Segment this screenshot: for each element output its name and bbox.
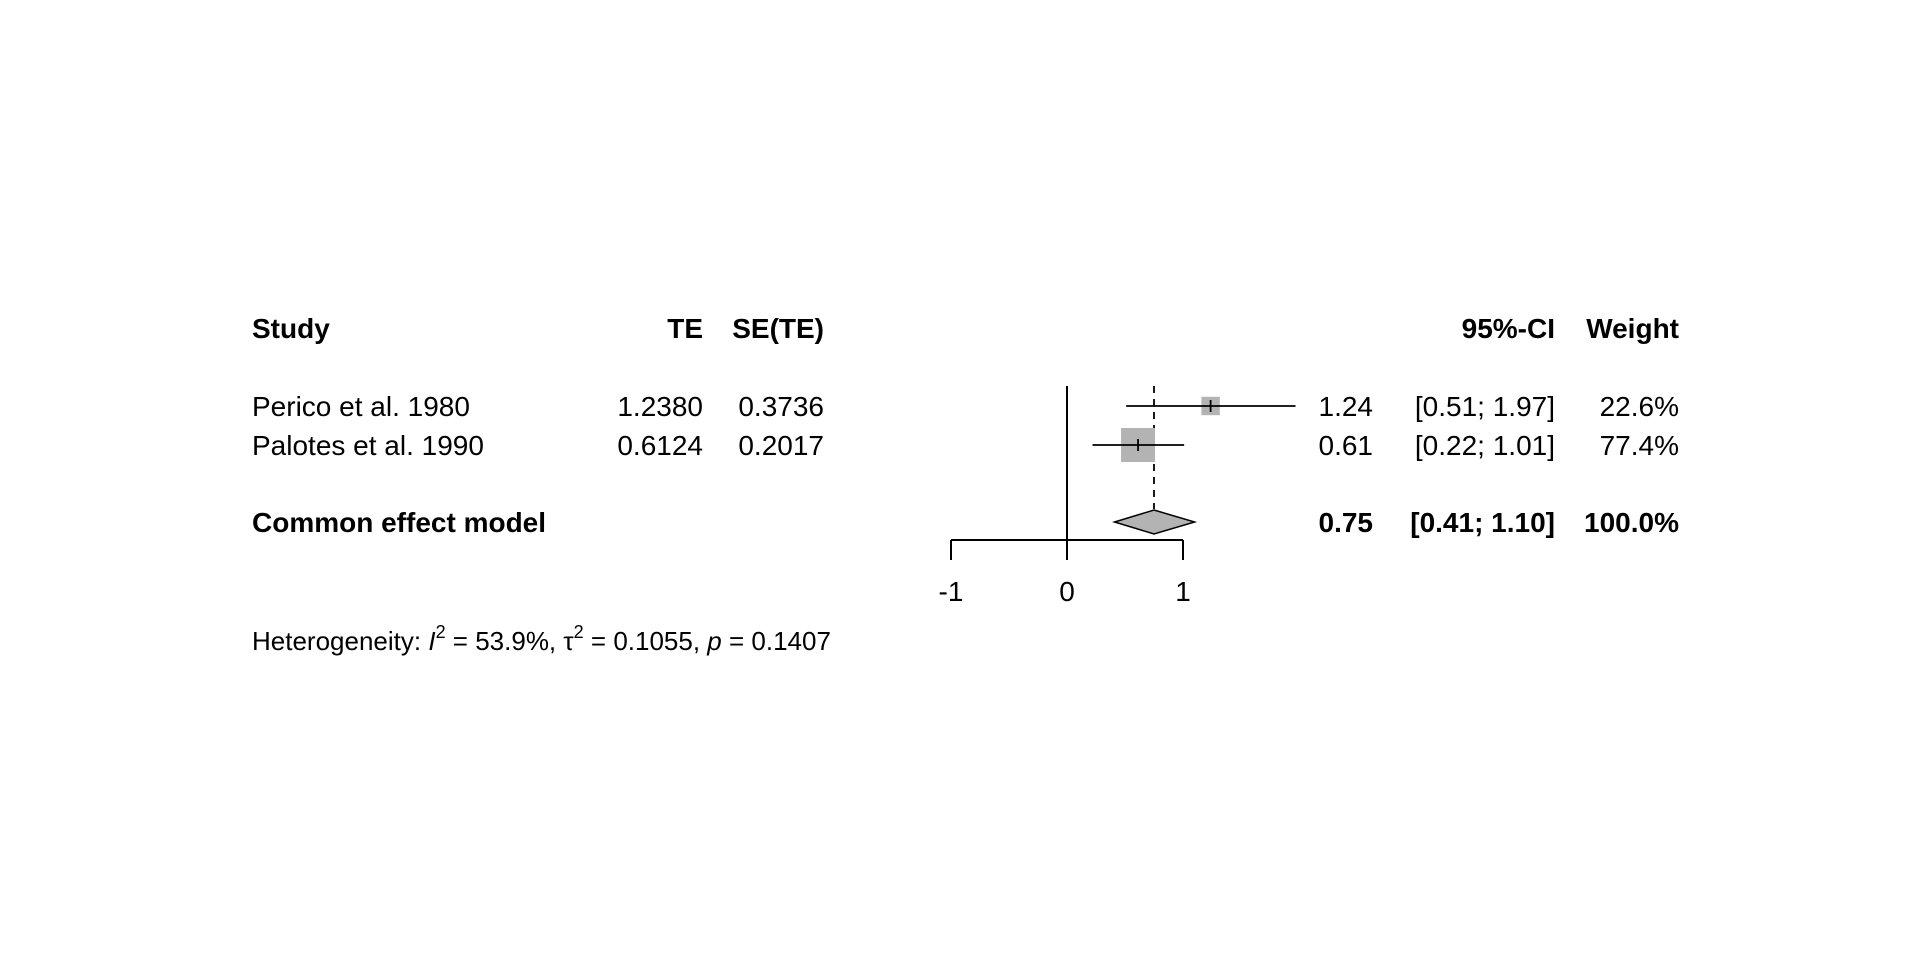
study-se: 0.2017 [738,430,824,461]
x-tick-label: -1 [939,576,964,607]
study-te: 1.2380 [617,391,703,422]
header-weight: Weight [1586,313,1679,344]
study-ci: [0.51; 1.97] [1415,391,1555,422]
study-weight: 22.6% [1600,391,1679,422]
study-estimate: 0.61 [1319,430,1374,461]
header-te: TE [667,313,703,344]
x-tick-label: 1 [1175,576,1191,607]
header-study: Study [252,313,330,344]
study-ci: [0.22; 1.01] [1415,430,1555,461]
study-weight: 77.4% [1600,430,1679,461]
study-se: 0.3736 [738,391,824,422]
header-se: SE(TE) [732,313,824,344]
study-te: 0.6124 [617,430,703,461]
pooled-label: Common effect model [252,507,546,538]
pooled-estimate: 0.75 [1319,507,1374,538]
study-estimate: 1.24 [1319,391,1374,422]
study-name: Perico et al. 1980 [252,391,470,422]
heterogeneity-text: Heterogeneity: I2 = 53.9%, τ2 = 0.1055, … [252,622,831,656]
pooled-diamond [1111,509,1198,535]
forest-graph: -1 0 1 [939,386,1296,607]
pooled-weight: 100.0% [1584,507,1679,538]
x-tick-label: 0 [1059,576,1075,607]
pooled-ci: [0.41; 1.10] [1410,507,1555,538]
header-ci: 95%-CI [1462,313,1555,344]
study-name: Palotes et al. 1990 [252,430,484,461]
